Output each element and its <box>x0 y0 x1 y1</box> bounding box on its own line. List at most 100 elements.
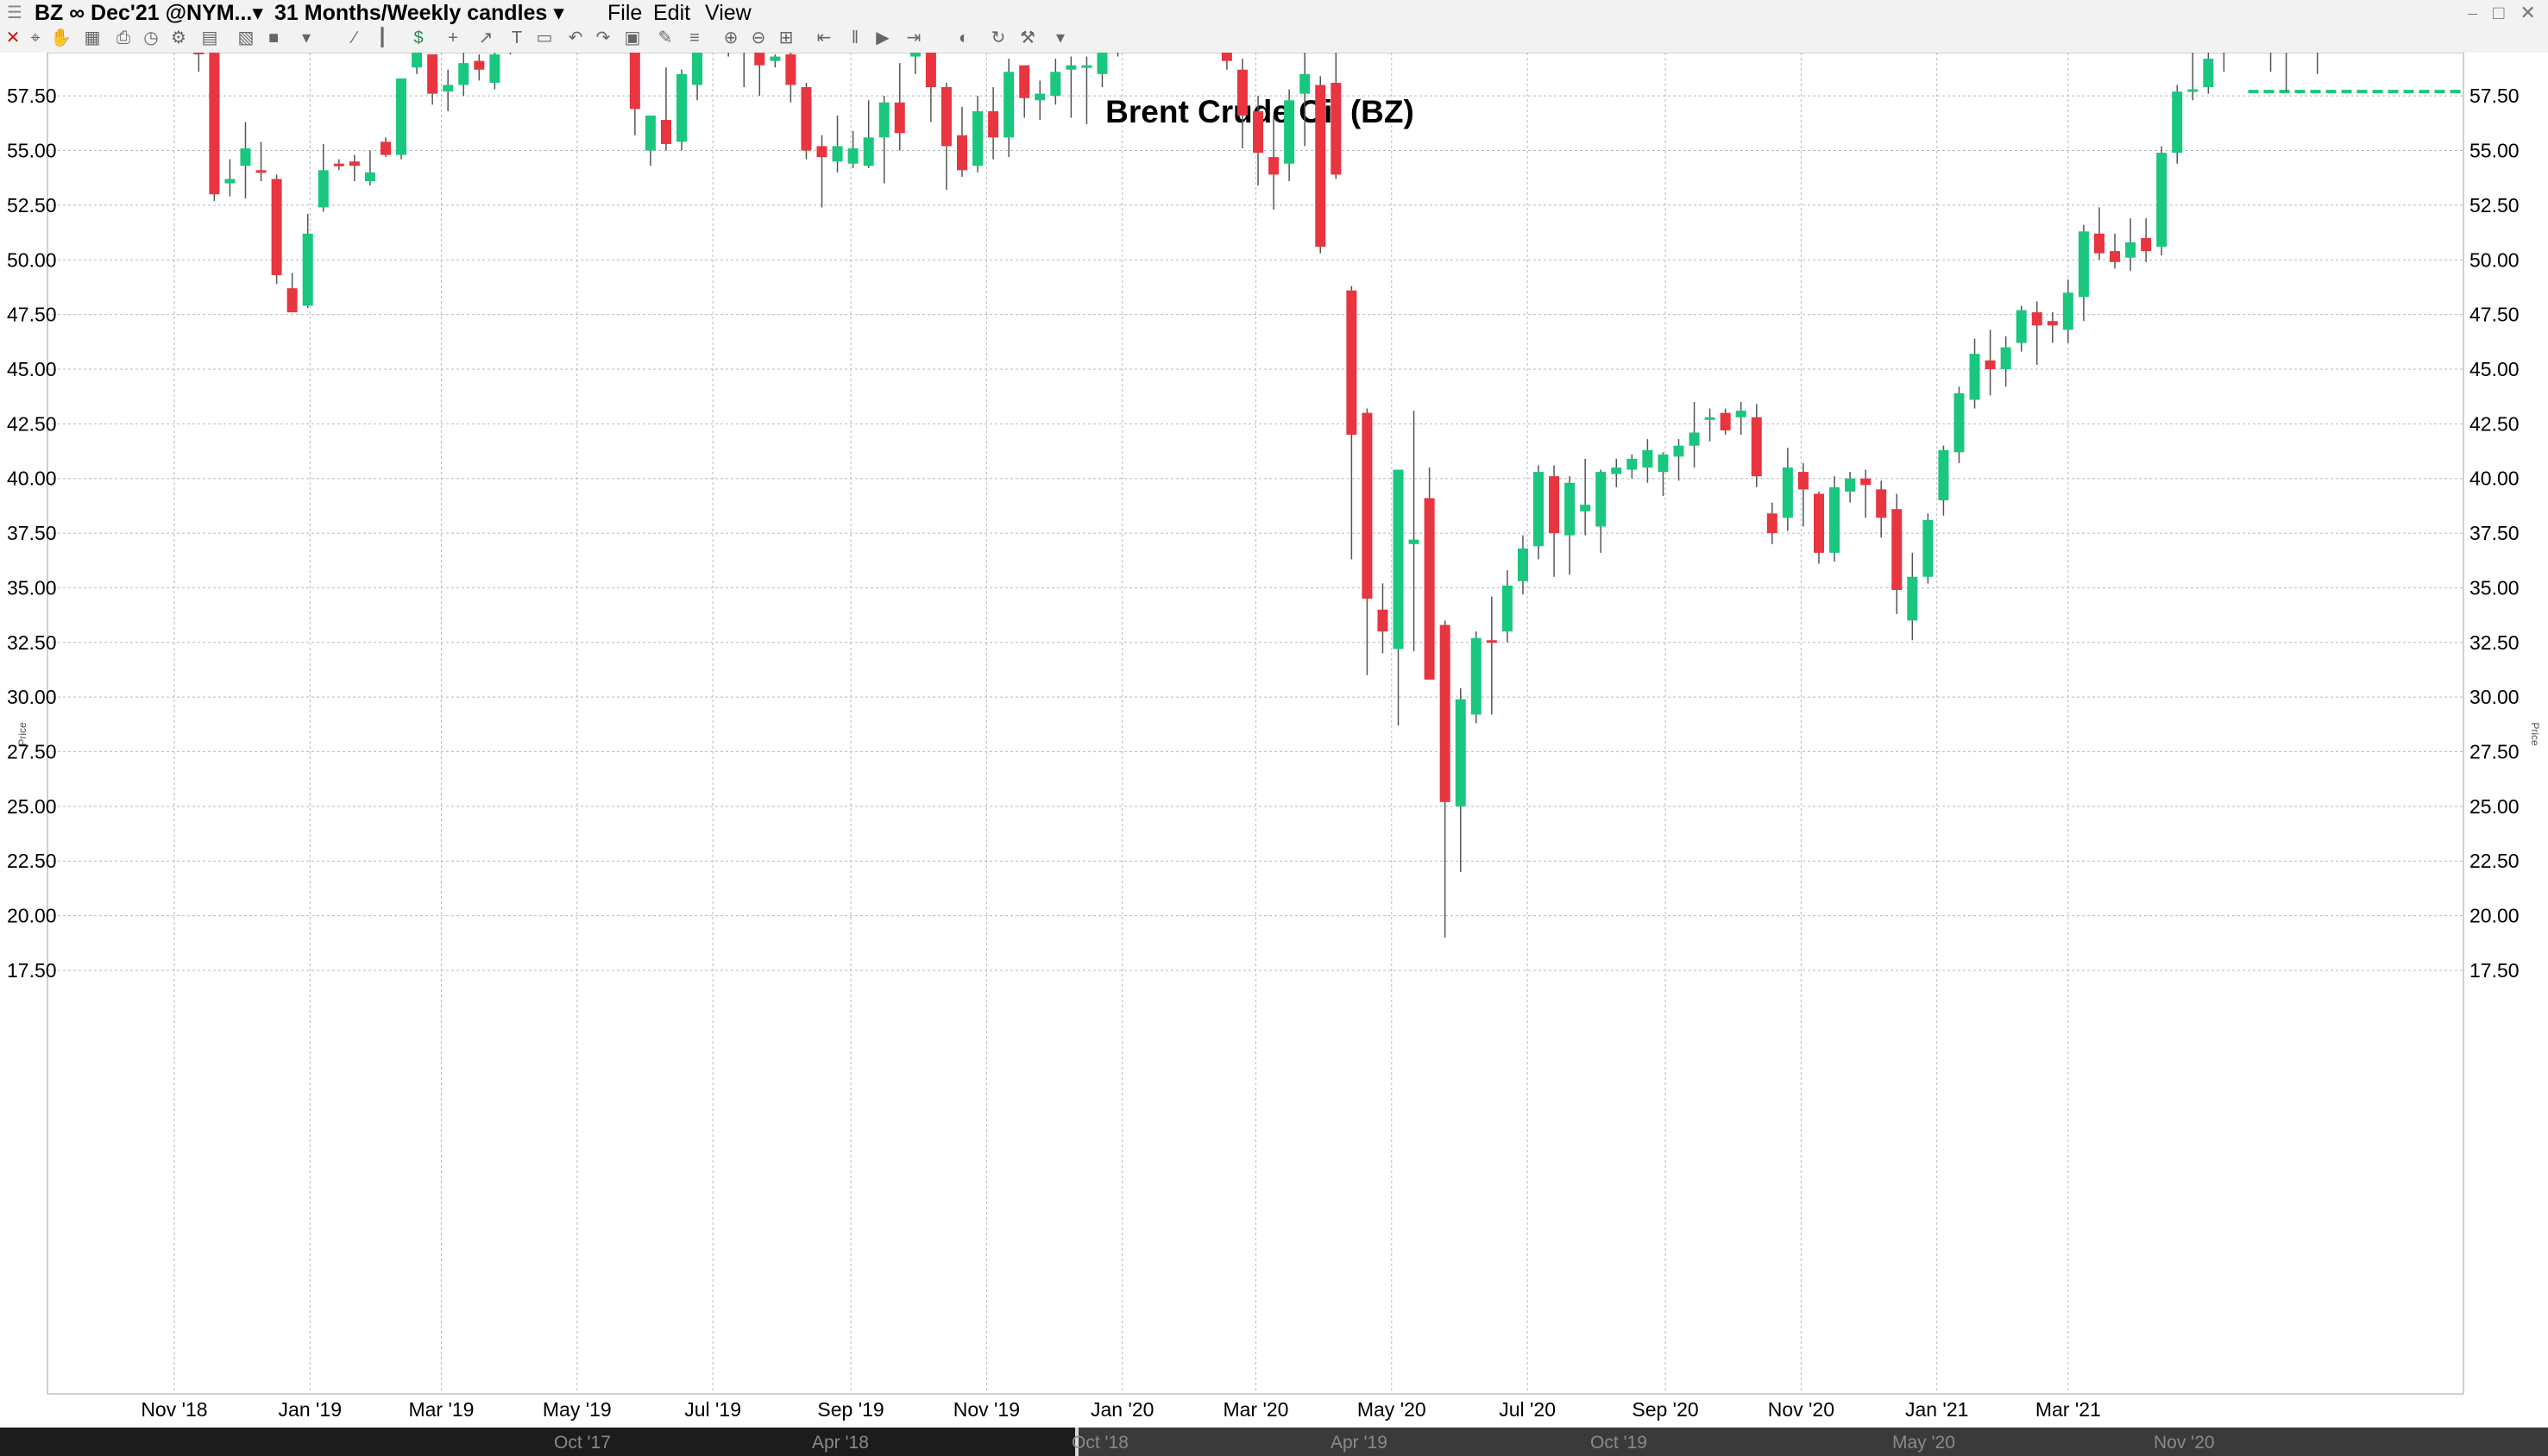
app-menu-icon[interactable]: ☰ <box>7 3 22 22</box>
candle[interactable] <box>1331 82 1342 175</box>
candle[interactable] <box>1097 53 1108 74</box>
candle[interactable] <box>1626 458 1638 470</box>
candle[interactable] <box>1985 360 1996 369</box>
candle[interactable] <box>271 179 282 275</box>
grid-icon[interactable]: ▦ <box>84 28 101 47</box>
candle[interactable] <box>1470 637 1482 715</box>
candle[interactable] <box>1751 417 1762 477</box>
close-icon[interactable]: ✕ <box>5 28 21 47</box>
stop-icon[interactable]: ■ <box>267 28 280 47</box>
period-selector[interactable]: 31 Months/Weekly candles ▾ <box>274 1 564 25</box>
candle[interactable] <box>925 53 936 88</box>
candle[interactable] <box>1236 69 1248 116</box>
scroll-right-icon[interactable]: ⇥ <box>906 28 922 47</box>
candle[interactable] <box>1299 73 1311 94</box>
candle[interactable] <box>1408 539 1419 544</box>
candle[interactable] <box>1393 469 1404 650</box>
symbol-selector[interactable]: BZ ∞ Dec'21 @NYM...▾ <box>35 1 263 25</box>
settings-icon[interactable]: ⚙ <box>171 28 186 47</box>
undo-icon[interactable]: ↶ <box>568 28 583 47</box>
candle[interactable] <box>909 53 921 57</box>
candle[interactable] <box>474 60 485 70</box>
candle[interactable] <box>489 54 500 83</box>
fibonacci-icon[interactable]: ≡ <box>689 28 700 47</box>
dropdown-icon[interactable]: ▾ <box>301 28 311 47</box>
candle[interactable] <box>1081 65 1092 68</box>
candle[interactable] <box>894 102 905 134</box>
candle[interactable] <box>785 54 796 85</box>
refresh-icon[interactable]: ↻ <box>991 28 1006 47</box>
print-icon[interactable]: ⎙ <box>116 28 130 47</box>
trend-tool-icon[interactable]: ↗ <box>478 28 494 47</box>
scroll-bars-icon[interactable]: ‖ <box>851 28 859 47</box>
candle[interactable] <box>240 147 251 166</box>
candle[interactable] <box>458 63 469 85</box>
candle[interactable] <box>1595 472 1607 527</box>
candle[interactable] <box>1564 482 1576 536</box>
candle[interactable] <box>255 170 267 173</box>
candle[interactable] <box>1549 476 1560 534</box>
candle[interactable] <box>847 147 859 164</box>
candle[interactable] <box>1891 509 1903 590</box>
candle[interactable] <box>1907 576 1918 621</box>
candle[interactable] <box>2172 91 2183 154</box>
candle[interactable] <box>1533 472 1545 547</box>
zoom-fit-icon[interactable]: ⊞ <box>778 28 794 47</box>
candle[interactable] <box>1517 548 1528 581</box>
candle[interactable] <box>1704 417 1715 420</box>
candle[interactable] <box>427 54 438 94</box>
navigator-window[interactable] <box>0 1428 1079 1456</box>
candle[interactable] <box>2125 242 2136 258</box>
candle[interactable] <box>1315 85 1326 248</box>
candle[interactable] <box>1486 640 1497 643</box>
candle[interactable] <box>318 170 329 208</box>
candle[interactable] <box>816 146 827 158</box>
more-icon[interactable]: ▾ <box>1055 28 1066 47</box>
candle[interactable] <box>1689 432 1700 446</box>
candle[interactable] <box>770 56 781 61</box>
menu-edit[interactable]: Edit <box>653 1 691 25</box>
candle[interactable] <box>1377 609 1388 632</box>
candle[interactable] <box>2016 310 2027 343</box>
candle[interactable] <box>333 163 344 166</box>
candle[interactable] <box>364 172 375 182</box>
candle[interactable] <box>193 53 204 55</box>
candle[interactable] <box>224 179 236 184</box>
text-tool-icon[interactable]: T <box>511 28 523 47</box>
candle[interactable] <box>286 288 298 313</box>
candle[interactable] <box>209 53 220 195</box>
candle[interactable] <box>380 141 391 155</box>
candle[interactable] <box>1035 93 1046 101</box>
clock-icon[interactable]: ◷ <box>143 28 159 47</box>
candle[interactable] <box>1019 65 1030 98</box>
candle[interactable] <box>2203 59 2214 88</box>
candle[interactable] <box>1268 157 1280 175</box>
candle[interactable] <box>1050 72 1061 97</box>
candle[interactable] <box>1797 472 1809 490</box>
candle[interactable] <box>972 110 984 166</box>
wrench-icon[interactable]: ⚒ <box>1020 28 1035 47</box>
play-icon[interactable]: ▶ <box>876 28 890 47</box>
candle[interactable] <box>1439 624 1450 802</box>
candle[interactable] <box>1642 449 1653 468</box>
candle[interactable] <box>349 161 360 166</box>
zoom-in-icon[interactable]: ⊕ <box>723 28 739 47</box>
window-controls[interactable]: ⎯ □ ✕ <box>2468 2 2541 23</box>
menu-view[interactable]: View <box>705 1 752 25</box>
line-tool-icon[interactable]: ∕ <box>353 28 356 47</box>
candle[interactable] <box>1253 110 1264 154</box>
candle[interactable] <box>1922 519 1934 577</box>
candle[interactable] <box>941 87 952 147</box>
candle[interactable] <box>754 53 765 66</box>
candle[interactable] <box>2110 251 2121 262</box>
candle[interactable] <box>1003 72 1015 138</box>
candle[interactable] <box>1580 505 1591 511</box>
candle[interactable] <box>1813 493 1824 553</box>
candle[interactable] <box>396 78 407 155</box>
candle[interactable] <box>629 53 640 110</box>
candle[interactable] <box>692 53 703 85</box>
candle[interactable] <box>1735 411 1746 417</box>
cross-tool-icon[interactable]: + <box>448 28 458 47</box>
candle[interactable] <box>1938 449 1949 501</box>
candle[interactable] <box>1782 468 1793 518</box>
